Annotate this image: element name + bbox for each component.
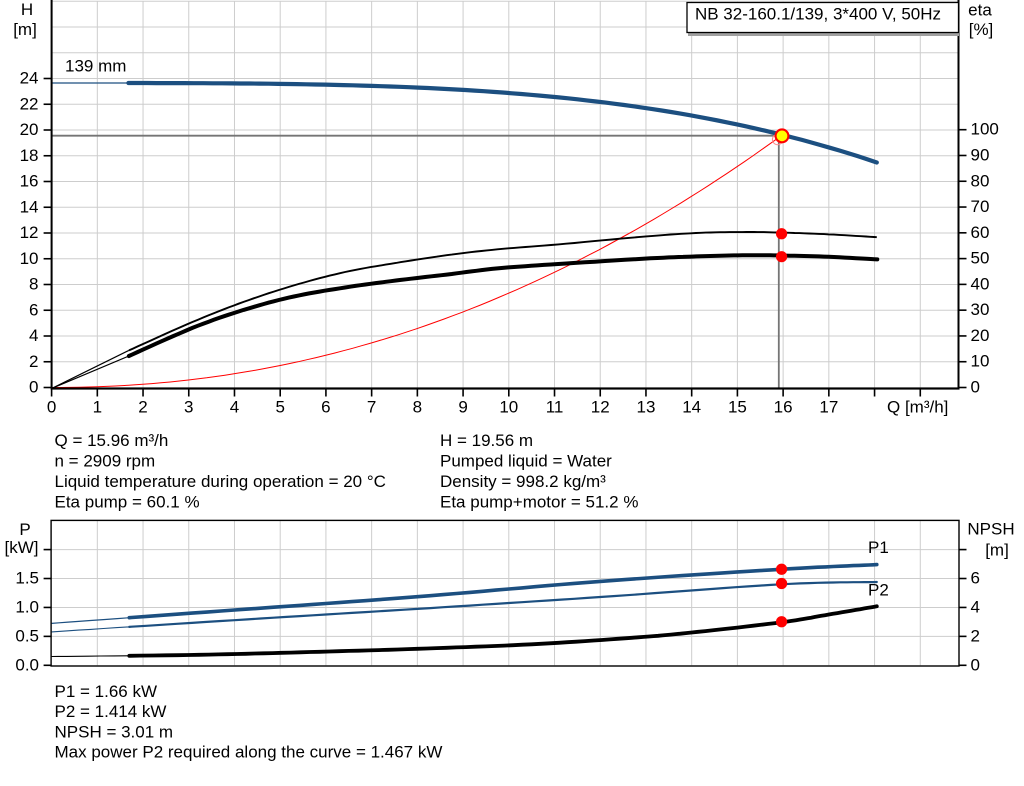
- svg-text:3: 3: [184, 397, 193, 416]
- svg-text:139 mm: 139 mm: [65, 57, 126, 76]
- svg-text:20: 20: [971, 326, 990, 345]
- svg-text:6: 6: [321, 397, 330, 416]
- svg-text:[kW]: [kW]: [5, 538, 39, 557]
- svg-text:6: 6: [971, 569, 980, 588]
- svg-text:1: 1: [93, 397, 102, 416]
- svg-text:Max power P2 required along th: Max power P2 required along the curve = …: [55, 743, 443, 762]
- svg-text:P: P: [19, 520, 30, 539]
- svg-text:0: 0: [47, 397, 56, 416]
- svg-text:Pumped liquid = Water: Pumped liquid = Water: [440, 452, 612, 471]
- svg-text:24: 24: [20, 69, 39, 88]
- svg-text:[m]: [m]: [985, 541, 1009, 560]
- svg-text:22: 22: [20, 94, 39, 113]
- svg-text:n = 2909 rpm: n = 2909 rpm: [55, 452, 156, 471]
- svg-text:7: 7: [367, 397, 376, 416]
- svg-text:Eta pump = 60.1 %: Eta pump = 60.1 %: [55, 493, 200, 512]
- svg-text:15: 15: [728, 397, 747, 416]
- svg-text:12: 12: [591, 397, 610, 416]
- svg-text:100: 100: [971, 120, 999, 139]
- svg-text:H = 19.56 m: H = 19.56 m: [440, 431, 533, 450]
- svg-text:80: 80: [971, 171, 990, 190]
- svg-text:4: 4: [29, 326, 38, 345]
- svg-text:16: 16: [774, 397, 793, 416]
- svg-text:4: 4: [971, 597, 980, 616]
- svg-text:60: 60: [971, 223, 990, 242]
- svg-text:8: 8: [413, 397, 422, 416]
- svg-text:50: 50: [971, 249, 990, 268]
- svg-text:14: 14: [682, 397, 701, 416]
- svg-text:2: 2: [971, 626, 980, 645]
- svg-text:P1: P1: [868, 538, 889, 557]
- svg-text:11: 11: [546, 397, 564, 416]
- svg-text:1.5: 1.5: [15, 569, 39, 588]
- svg-text:1.0: 1.0: [15, 597, 39, 616]
- svg-text:H: H: [21, 0, 33, 19]
- svg-text:Eta pump+motor = 51.2 %: Eta pump+motor = 51.2 %: [440, 493, 638, 512]
- svg-text:16: 16: [20, 172, 39, 191]
- svg-text:10: 10: [971, 352, 990, 371]
- svg-text:NPSH: NPSH: [967, 520, 1014, 539]
- svg-text:P2 = 1.414 kW: P2 = 1.414 kW: [55, 702, 167, 721]
- svg-text:30: 30: [971, 300, 990, 319]
- svg-text:10: 10: [20, 249, 39, 268]
- svg-text:P2: P2: [868, 581, 889, 600]
- svg-text:Q = 15.96 m³/h: Q = 15.96 m³/h: [55, 431, 169, 450]
- svg-text:13: 13: [636, 397, 655, 416]
- svg-text:4: 4: [230, 397, 239, 416]
- svg-text:[m]: [m]: [13, 20, 37, 39]
- svg-text:0: 0: [29, 378, 38, 397]
- svg-text:P1 = 1.66 kW: P1 = 1.66 kW: [55, 682, 158, 701]
- svg-text:Liquid temperature during oper: Liquid temperature during operation = 20…: [55, 472, 386, 491]
- svg-text:2: 2: [138, 397, 147, 416]
- svg-text:5: 5: [275, 397, 284, 416]
- svg-text:6: 6: [29, 300, 38, 319]
- svg-text:0: 0: [971, 378, 980, 397]
- svg-text:20: 20: [20, 120, 39, 139]
- svg-text:Density = 998.2 kg/m³: Density = 998.2 kg/m³: [440, 472, 606, 491]
- svg-text:12: 12: [20, 223, 39, 242]
- svg-text:40: 40: [971, 274, 990, 293]
- svg-text:Q [m³/h]: Q [m³/h]: [887, 397, 948, 416]
- svg-text:0: 0: [971, 655, 980, 674]
- svg-text:14: 14: [20, 197, 39, 216]
- svg-text:eta: eta: [968, 1, 992, 20]
- svg-text:70: 70: [971, 197, 990, 216]
- svg-text:NB 32-160.1/139, 3*400 V, 50Hz: NB 32-160.1/139, 3*400 V, 50Hz: [695, 5, 941, 24]
- svg-text:90: 90: [971, 145, 990, 164]
- svg-text:17: 17: [819, 397, 838, 416]
- svg-text:0.5: 0.5: [15, 626, 39, 645]
- svg-text:8: 8: [29, 275, 38, 294]
- svg-text:0.0: 0.0: [15, 655, 39, 674]
- svg-text:2: 2: [29, 352, 38, 371]
- svg-text:18: 18: [20, 146, 39, 165]
- svg-text:9: 9: [458, 397, 467, 416]
- svg-text:NPSH = 3.01 m: NPSH = 3.01 m: [55, 722, 174, 741]
- svg-text:[%]: [%]: [969, 20, 994, 39]
- svg-text:10: 10: [499, 397, 518, 416]
